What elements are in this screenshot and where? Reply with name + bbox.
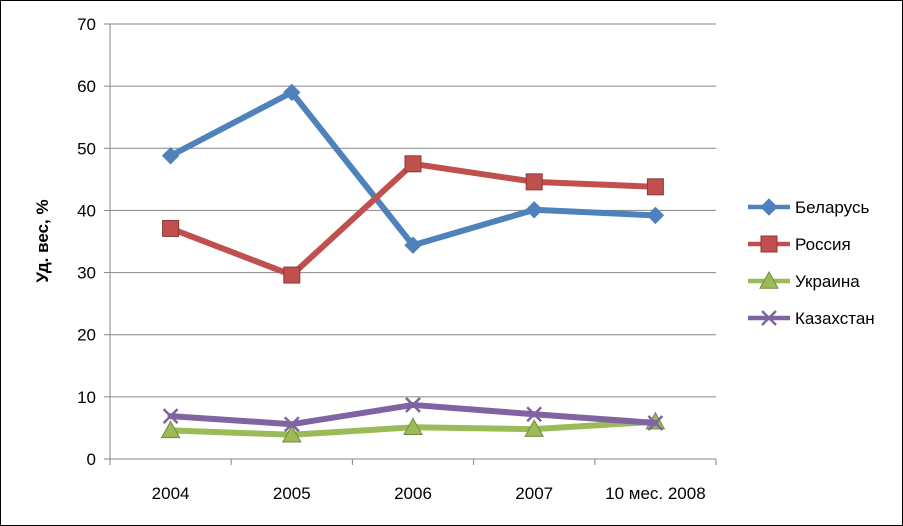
gridlines — [110, 23, 716, 398]
series-1-point — [525, 173, 543, 191]
series-1-point — [646, 178, 664, 196]
series-1 — [162, 155, 664, 284]
legend-label: Россия — [795, 235, 851, 254]
series-3-point — [647, 415, 664, 431]
series-2-point — [281, 424, 302, 443]
legend-label: Украина — [795, 272, 860, 291]
legend-marker — [761, 310, 777, 326]
marker-stroke — [405, 397, 421, 413]
legend-item: Украина — [748, 270, 860, 291]
series-2-point — [403, 417, 423, 436]
y-tick-label: 50 — [77, 139, 96, 158]
legend-item: Россия — [748, 235, 851, 254]
series-1-point — [404, 155, 422, 173]
series-0-point — [646, 206, 665, 225]
series-1-point — [162, 219, 180, 237]
y-tick-labels: 0 10 20 30 40 50 60 70 — [77, 15, 96, 469]
series-3-point — [162, 408, 179, 425]
x-tick-labels: 2004 2005 2006 2007 10 мес. 2008 — [152, 484, 706, 503]
series-0-point — [404, 236, 422, 254]
legend-marker — [760, 235, 778, 253]
series-3-point — [283, 416, 300, 433]
legend-label: Казахстан — [795, 309, 875, 328]
legend-label: Беларусь — [795, 198, 869, 217]
y-tick-label: 0 — [87, 450, 96, 469]
y-tick-label: 70 — [77, 15, 96, 34]
y-tick-label: 20 — [77, 326, 96, 345]
marker-stroke — [647, 415, 664, 431]
series-2-point — [524, 419, 545, 437]
y-tick-label: 10 — [77, 388, 96, 407]
marker-stroke — [162, 408, 179, 425]
marker-stroke — [283, 416, 300, 433]
series-0-point — [161, 147, 180, 165]
series-2-point — [160, 420, 181, 439]
legend-item: Беларусь — [748, 198, 869, 217]
marker-stroke — [761, 310, 777, 326]
legend-marker — [760, 198, 778, 216]
series-0-point — [525, 201, 543, 219]
legend-item: Казахстан — [748, 309, 875, 328]
x-tick-label: 10 мес. 2008 — [605, 484, 706, 503]
series-2 — [160, 411, 666, 443]
y-axis-title: Уд. вес, % — [33, 199, 52, 282]
series-3 — [162, 397, 664, 433]
series-1-point — [283, 266, 301, 284]
series-1-line — [167, 160, 659, 279]
axes — [104, 23, 717, 465]
y-tick-label: 30 — [77, 264, 96, 283]
y-tick-label: 40 — [77, 201, 96, 220]
series-3-point — [405, 397, 421, 413]
series-0-point — [283, 83, 301, 102]
series-3-point — [526, 406, 543, 423]
series-0 — [161, 83, 665, 254]
x-tick-label: 2006 — [394, 484, 432, 503]
x-tick-label: 2007 — [515, 484, 553, 503]
series-group — [160, 83, 666, 443]
x-tick-label: 2005 — [273, 484, 311, 503]
legend-marker — [759, 270, 779, 289]
x-tick-label: 2004 — [152, 484, 190, 503]
legend: Беларусь Россия Украина Казахстан — [748, 198, 875, 328]
y-tick-label: 60 — [77, 77, 96, 96]
marker-stroke — [526, 406, 543, 423]
